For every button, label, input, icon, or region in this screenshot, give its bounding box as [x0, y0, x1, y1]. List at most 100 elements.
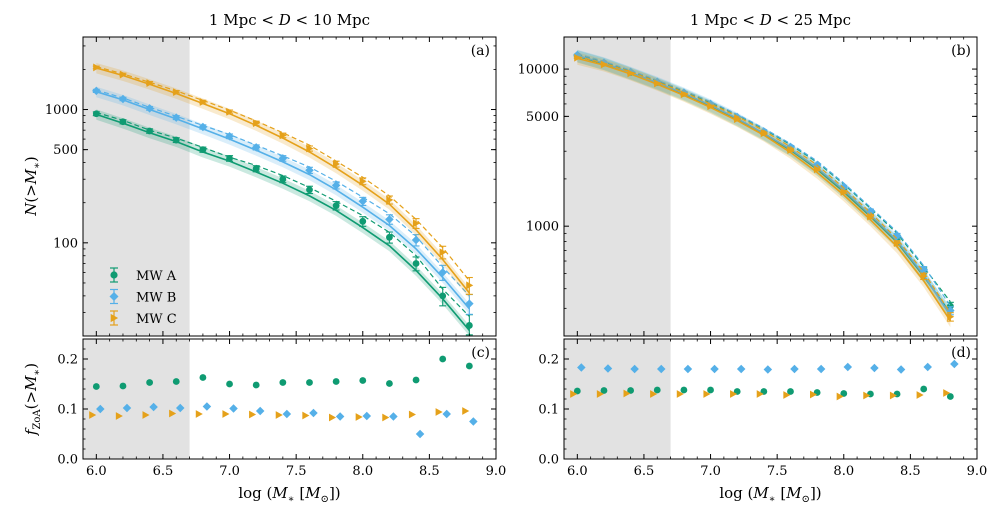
- shaded-region-c: [83, 339, 190, 459]
- marker-legend-mw-a-0: [110, 271, 118, 279]
- marker-d-mw-c-7: [756, 390, 764, 398]
- marker-a-mw-c-3: [173, 88, 181, 97]
- marker-b-mw-c-13: [920, 272, 928, 281]
- marker-c-mw-c-4: [195, 410, 203, 418]
- marker-c-mw-c-0: [89, 411, 97, 419]
- marker-c-mw-c-14: [462, 407, 470, 415]
- marker-d-mw-a-0: [573, 387, 581, 395]
- marker-a-mw-c-10: [359, 177, 367, 186]
- marker-a-mw-b-8: [305, 166, 314, 175]
- marker-c-mw-c-8: [302, 411, 310, 420]
- marker-a-mw-c-6: [253, 119, 261, 128]
- marker-c-mw-a-14: [465, 362, 473, 370]
- marker-d-mw-b-9: [816, 364, 826, 374]
- marker-c-mw-b-7: [282, 409, 292, 419]
- marker-a-mw-c-13: [439, 248, 447, 257]
- shaded-regions: [83, 37, 671, 459]
- marker-d-mw-a-14: [946, 393, 954, 400]
- marker-b-mw-c-6: [734, 115, 742, 124]
- marker-a-mw-a-10: [359, 217, 367, 225]
- panel-title-b: 1 Mpc < D < 25 Mpc: [690, 11, 851, 29]
- marker-d-mw-b-0: [577, 363, 586, 372]
- marker-c-mw-b-2: [149, 402, 158, 412]
- marker-c-mw-c-10: [355, 413, 363, 421]
- marker-b-mw-c-5: [707, 102, 715, 111]
- marker-c-mw-a-13: [439, 355, 447, 363]
- marker-b-mw-c-2: [627, 69, 635, 78]
- panel-tag-d: (d): [951, 345, 971, 361]
- marker-b-mw-c-14: [947, 312, 955, 321]
- y-axis-label-bottom: fZoA(>M∗): [22, 363, 43, 436]
- marker-a-mw-a-0: [92, 110, 100, 118]
- marker-a-mw-c-14: [466, 281, 474, 290]
- marker-c-mw-c-13: [435, 408, 443, 416]
- marker-d-mw-a-13: [920, 385, 928, 393]
- marker-d-mw-b-12: [896, 365, 906, 374]
- legend-label-2: MW C: [136, 312, 177, 327]
- marker-a-mw-c-11: [386, 195, 394, 204]
- marker-c-mw-a-1: [119, 382, 127, 390]
- marker-b-mw-c-4: [680, 90, 688, 99]
- marker-c-mw-b-13: [442, 409, 451, 419]
- y-tick-label-b-0: 1000: [526, 220, 559, 235]
- marker-a-mw-c-4: [199, 98, 207, 106]
- marker-d-mw-c-13: [916, 391, 924, 399]
- marker-a-mw-a-12: [412, 260, 420, 267]
- x-tick-label-c-2: 7.0: [219, 464, 240, 479]
- axes-layer: [82, 36, 978, 460]
- marker-d-mw-a-10: [840, 390, 848, 397]
- marker-a-mw-b-4: [198, 122, 208, 132]
- marker-d-mw-b-13: [923, 362, 932, 372]
- y-tick-label-d-2: 0.2: [538, 353, 559, 368]
- marker-a-mw-a-9: [332, 202, 340, 210]
- marker-a-mw-c-9: [333, 160, 341, 168]
- marker-c-mw-a-7: [279, 379, 287, 386]
- marker-d-mw-b-6: [736, 364, 746, 374]
- dashed-line-b-mw-c: [577, 56, 951, 314]
- x-tick-label-c-0: 6.0: [86, 464, 107, 479]
- marker-c-mw-a-4: [199, 374, 207, 381]
- marker-a-mw-b-1: [118, 94, 128, 104]
- marker-d-mw-a-8: [787, 388, 794, 395]
- panel-tag-c: (c): [471, 345, 490, 361]
- y-tick-label-c-1: 0.1: [57, 403, 78, 418]
- marker-a-mw-c-5: [226, 107, 234, 116]
- marker-d-mw-c-10: [836, 392, 844, 401]
- marker-c-mw-a-12: [412, 376, 420, 384]
- marker-a-mw-a-2: [146, 127, 154, 135]
- marker-a-mw-a-3: [172, 136, 180, 144]
- marker-b-mw-c-8: [787, 146, 795, 155]
- x-tick-label-d-3: 7.5: [767, 464, 788, 479]
- x-tick-label-c-5: 8.5: [419, 464, 440, 479]
- y-tick-label-a-2: 1000: [45, 103, 78, 118]
- marker-a-mw-b-2: [145, 104, 154, 113]
- marker-d-mw-b-3: [657, 364, 666, 374]
- marker-c-mw-b-8: [309, 408, 318, 418]
- y-tick-label-a-0: 100: [53, 236, 78, 251]
- marker-c-mw-b-6: [255, 406, 265, 416]
- x-tick-label-c-6: 9.0: [486, 464, 507, 479]
- dashed-line-a-mw-c: [96, 66, 470, 282]
- marker-a-mw-c-12: [412, 219, 420, 228]
- marker-a-mw-a-11: [386, 233, 393, 241]
- marker-d-mw-b-8: [790, 364, 799, 374]
- marker-c-mw-c-1: [115, 412, 123, 420]
- marker-a-mw-c-7: [279, 131, 287, 140]
- x-tick-label-c-4: 8.0: [352, 464, 373, 479]
- marker-d-mw-c-14: [943, 389, 951, 397]
- marker-a-mw-b-5: [225, 132, 234, 141]
- marker-b-mw-c-10: [840, 188, 848, 196]
- marker-c-mw-c-3: [169, 409, 177, 418]
- marker-c-mw-a-0: [92, 383, 100, 390]
- marker-c-mw-a-3: [172, 378, 180, 385]
- y-tick-label-c-2: 0.2: [57, 353, 78, 368]
- marker-a-mw-c-8: [306, 144, 314, 153]
- marker-d-mw-a-5: [707, 386, 714, 394]
- marker-legend-mw-b-1: [109, 292, 119, 301]
- marker-a-mw-b-11: [385, 215, 394, 224]
- marker-d-mw-a-4: [680, 386, 688, 394]
- shaded-region-a: [83, 37, 190, 336]
- marker-d-mw-b-11: [870, 363, 879, 373]
- legend: [109, 267, 119, 326]
